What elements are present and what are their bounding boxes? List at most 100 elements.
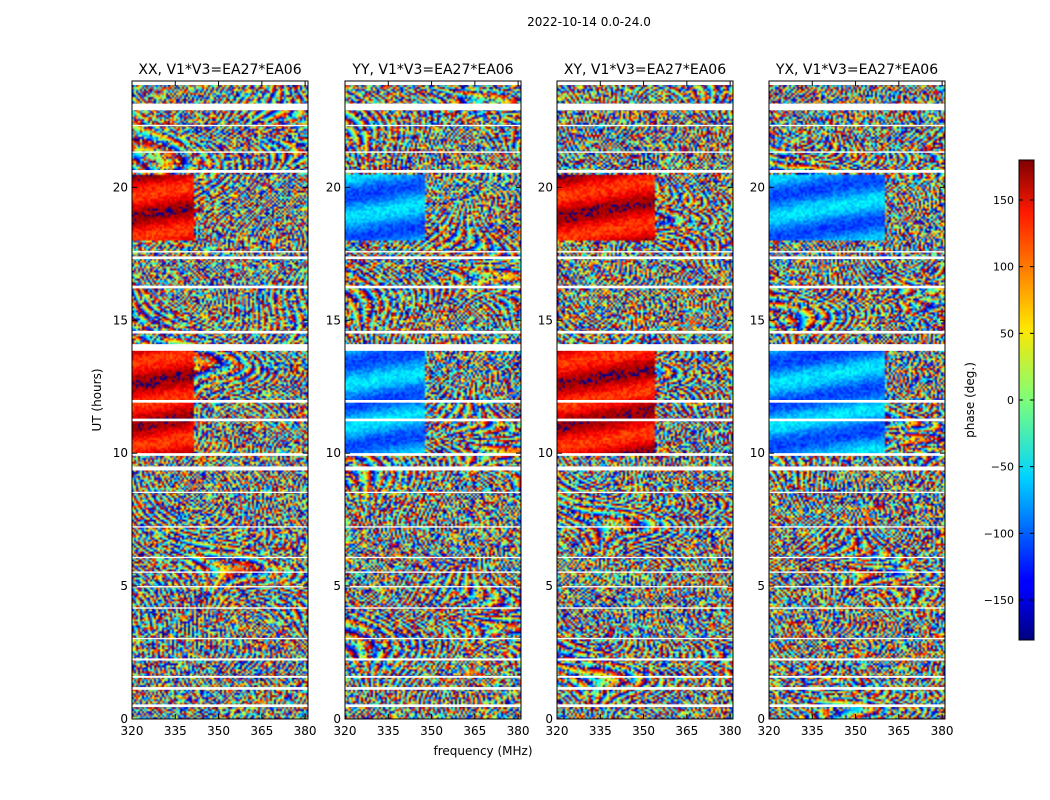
figure-suptitle: 2022-10-14 0.0-24.0 bbox=[527, 15, 651, 29]
x-tick-label: 335 bbox=[164, 724, 187, 738]
colorbar-tick-label: −100 bbox=[984, 527, 1014, 540]
colorbar-ticks: −150 −100 −50 0 50 100 150 bbox=[984, 194, 1034, 607]
x-tick-label: 365 bbox=[675, 724, 698, 738]
panel-title: YX, V1*V3=EA27*EA06 bbox=[775, 62, 938, 78]
y-tick-label: 0 bbox=[545, 712, 553, 726]
flagged-band bbox=[132, 687, 308, 690]
y-tick-label: 0 bbox=[757, 712, 765, 726]
flagged-band bbox=[345, 491, 521, 494]
flagged-band bbox=[557, 170, 733, 173]
flagged-band bbox=[557, 637, 733, 640]
flagged-band bbox=[345, 586, 521, 588]
flagged-band bbox=[132, 330, 308, 334]
flagged-band bbox=[557, 571, 733, 573]
colorbar: −150 −100 −50 0 50 100 150 phase (deg.) bbox=[963, 159, 1035, 641]
x-tick-label: 335 bbox=[589, 724, 612, 738]
panel-title: YY, V1*V3=EA27*EA06 bbox=[351, 62, 513, 78]
colorbar-tick-label: 0 bbox=[1007, 394, 1014, 407]
flagged-band bbox=[769, 418, 945, 422]
flagged-band bbox=[132, 526, 308, 528]
x-axis-label: frequency (MHz) bbox=[433, 744, 532, 758]
panel-xx: XX, V1*V3=EA27*EA06 320 335 350 365 380 0 5 10 15… bbox=[113, 62, 317, 738]
y-tick-label: 10 bbox=[113, 446, 128, 460]
y-tick-label: 5 bbox=[333, 579, 341, 593]
panel-title: XX, V1*V3=EA27*EA06 bbox=[138, 62, 301, 78]
flagged-band bbox=[132, 400, 308, 403]
flagged-band bbox=[769, 526, 945, 528]
panel-yy: YY, V1*V3=EA27*EA06 320 335 350 365 380 0 5 10 15… bbox=[326, 62, 530, 738]
flagged-band bbox=[769, 330, 945, 334]
flagged-band bbox=[345, 607, 521, 609]
x-tick-label: 365 bbox=[887, 724, 910, 738]
x-tick-label: 350 bbox=[207, 724, 230, 738]
flagged-band bbox=[132, 571, 308, 573]
y-axis-label: UT (hours) bbox=[90, 368, 104, 431]
flagged-band bbox=[557, 556, 733, 559]
flagged-band bbox=[345, 466, 521, 471]
panel-title: XY, V1*V3=EA27*EA06 bbox=[564, 62, 726, 78]
flagged-band bbox=[345, 124, 521, 127]
flagged-band bbox=[345, 687, 521, 690]
flagged-band bbox=[769, 607, 945, 609]
flagged-band bbox=[345, 330, 521, 334]
flagged-band bbox=[557, 418, 733, 422]
flagged-band bbox=[132, 453, 308, 456]
flagged-band bbox=[769, 466, 945, 471]
x-tick-label: 350 bbox=[844, 724, 867, 738]
panel-frame bbox=[556, 80, 734, 720]
flagged-band bbox=[345, 81, 521, 85]
flagged-band bbox=[557, 400, 733, 403]
flagged-band bbox=[769, 400, 945, 403]
flagged-band bbox=[345, 285, 521, 289]
flagged-band bbox=[132, 491, 308, 494]
flagged-band bbox=[132, 151, 308, 153]
x-tick-label: 350 bbox=[420, 724, 443, 738]
flagged-band bbox=[132, 418, 308, 422]
colorbar-tick-label: −150 bbox=[984, 594, 1014, 607]
x-tick-label: 320 bbox=[334, 724, 357, 738]
flagged-band bbox=[557, 704, 733, 708]
y-tick-label: 0 bbox=[120, 712, 128, 726]
y-tick-label: 20 bbox=[113, 180, 128, 194]
flagged-band bbox=[769, 675, 945, 678]
flagged-band bbox=[769, 151, 945, 153]
x-tick-label: 350 bbox=[632, 724, 655, 738]
flagged-band bbox=[769, 124, 945, 127]
flagged-band bbox=[132, 586, 308, 588]
y-tick-label: 10 bbox=[326, 446, 341, 460]
x-tick-label: 320 bbox=[758, 724, 781, 738]
flagged-band bbox=[132, 285, 308, 289]
flagged-band bbox=[769, 687, 945, 690]
flagged-band bbox=[345, 704, 521, 708]
flagged-band bbox=[557, 124, 733, 127]
flagged-band bbox=[345, 453, 521, 456]
panel-yx: YX, V1*V3=EA27*EA06 320 335 350 365 380 0 5 10 15… bbox=[750, 62, 954, 738]
flagged-band bbox=[769, 637, 945, 640]
x-tick-label: 335 bbox=[801, 724, 824, 738]
y-tick-label: 15 bbox=[538, 313, 553, 327]
flagged-band bbox=[557, 81, 733, 85]
y-tick-label: 10 bbox=[750, 446, 765, 460]
flagged-band bbox=[132, 103, 308, 111]
flagged-band bbox=[769, 586, 945, 588]
y-tick-label: 5 bbox=[120, 579, 128, 593]
x-tick-label: 380 bbox=[507, 724, 530, 738]
x-tick-label: 365 bbox=[463, 724, 486, 738]
flagged-band bbox=[345, 418, 521, 422]
y-tick-label: 5 bbox=[757, 579, 765, 593]
flagged-band bbox=[132, 658, 308, 661]
panel-xy: XY, V1*V3=EA27*EA06 320 335 350 365 380 0 5 10 15… bbox=[538, 62, 742, 738]
flagged-band bbox=[345, 675, 521, 678]
x-tick-label: 380 bbox=[294, 724, 317, 738]
flagged-band bbox=[769, 658, 945, 661]
flagged-band bbox=[769, 251, 945, 253]
flagged-band bbox=[557, 491, 733, 494]
flagged-band bbox=[557, 526, 733, 528]
x-tick-label: 320 bbox=[546, 724, 569, 738]
flagged-band bbox=[769, 285, 945, 289]
flagged-band bbox=[769, 453, 945, 456]
flagged-band bbox=[557, 466, 733, 471]
flagged-band bbox=[132, 170, 308, 173]
flagged-band bbox=[557, 586, 733, 588]
